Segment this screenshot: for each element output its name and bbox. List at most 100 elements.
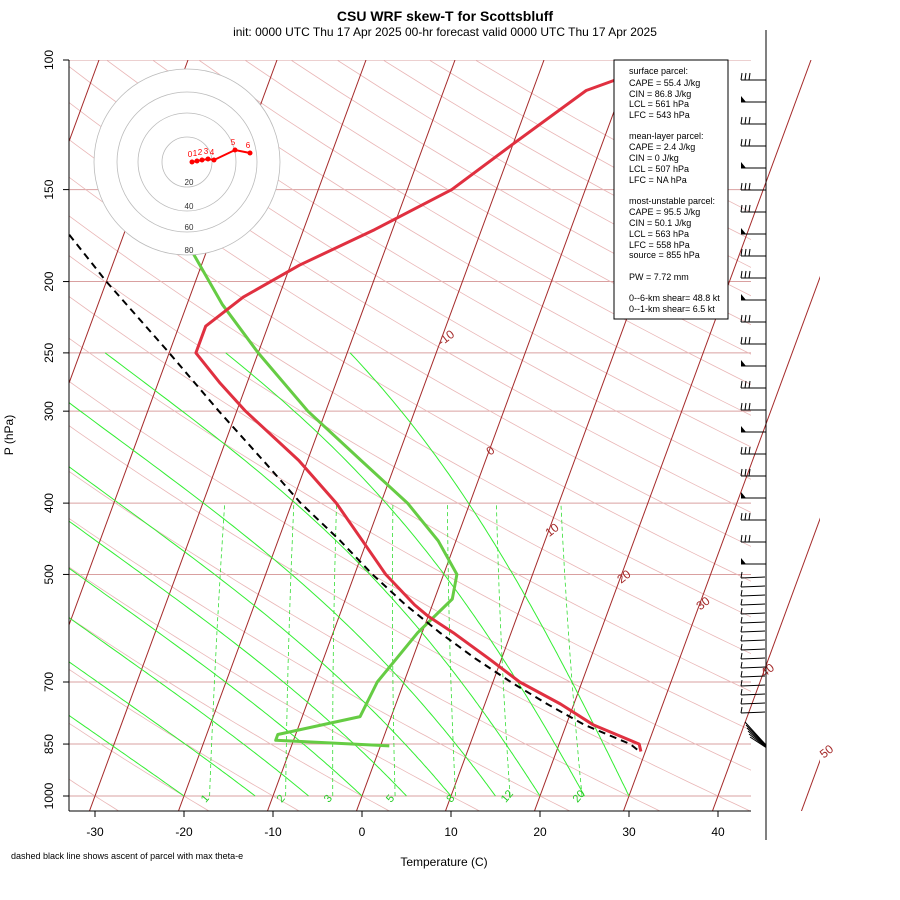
wind-barb (740, 248, 766, 257)
wind-barb (740, 534, 766, 543)
hodograph-point-label: 0 (188, 150, 193, 159)
isotherm-label: -10 (435, 327, 458, 349)
y-tick-label: 200 (42, 271, 56, 291)
isotherm (533, 60, 812, 811)
chart-title: CSU WRF skew-T for Scottsbluff (337, 8, 554, 24)
moist-adiabat (69, 402, 496, 797)
wind-barb (740, 468, 766, 477)
y-axis-label: P (hPa) (2, 415, 16, 455)
wind-barb (740, 643, 766, 651)
wind-barb (740, 598, 766, 606)
dry-adiabat (69, 722, 210, 811)
hodograph-ring (137, 112, 237, 212)
hodograph-point-label: 1 (193, 149, 198, 158)
hodograph-ring-label: 80 (185, 246, 194, 255)
moist-adiabat (69, 520, 407, 797)
isotherm (177, 60, 456, 811)
wind-barb (740, 625, 766, 633)
wind-barb (741, 492, 766, 499)
hodograph: 20 40 60 80 0 1 2 3 4 5 6 (93, 68, 281, 256)
x-tick-label: 30 (622, 825, 636, 839)
mean-layer-cin: CIN = 0 J/kg (629, 153, 679, 163)
y-ticks: 100 150 200 250 300 400 500 700 850 1000 (42, 50, 69, 809)
moist-adiabat (104, 352, 541, 797)
most-unstable-header: most-unstable parcel: (629, 196, 715, 206)
hodograph-point (232, 147, 238, 153)
surface-parcel-header: surface parcel: (629, 66, 688, 76)
x-tick-label: -30 (86, 825, 104, 839)
dry-adiabat (69, 255, 751, 655)
wind-barb (740, 634, 766, 642)
dry-adiabat (69, 425, 751, 811)
x-axis-label: Temperature (C) (400, 855, 487, 869)
wind-barb (740, 589, 766, 597)
wind-barb (741, 294, 766, 301)
y-tick-label: 250 (42, 343, 56, 363)
wind-barb (740, 512, 766, 521)
moist-adiabat (225, 352, 585, 797)
wind-barb (741, 162, 766, 169)
dry-adiabat (69, 215, 751, 618)
hodograph-ring (93, 68, 281, 256)
shear-0-1km: 0--1-km shear= 6.5 kt (629, 304, 715, 314)
isotherm-label: 30 (693, 594, 712, 613)
moist-adiabat (69, 567, 363, 797)
y-tick-label: 700 (42, 672, 56, 692)
wind-barb-cluster (744, 721, 767, 748)
hodograph-point (194, 158, 200, 164)
dry-adiabat (69, 337, 751, 731)
isotherm (266, 60, 545, 811)
x-tick-label: 40 (711, 825, 725, 839)
isotherm (890, 60, 900, 812)
wind-barb (740, 116, 766, 125)
isotherm-label: 10 (543, 520, 562, 539)
dry-adiabat (69, 66, 751, 480)
wind-barb (740, 72, 766, 81)
hodograph-background (94, 69, 280, 255)
dry-adiabat (106, 60, 751, 448)
y-tick-label: 1000 (42, 782, 56, 809)
mixing-ratio-line (209, 503, 226, 797)
moist-adiabat (69, 617, 309, 797)
isotherm (622, 275, 820, 811)
wind-barb (741, 360, 766, 367)
isotherm (711, 517, 820, 811)
wind-barb (740, 607, 766, 615)
wind-barb (741, 228, 766, 235)
hodograph-point (247, 150, 253, 156)
hodograph-ring-label: 60 (185, 223, 194, 232)
hodograph-point-label: 2 (198, 148, 203, 157)
wind-barb (740, 571, 766, 579)
wind-barb (740, 402, 766, 411)
wind-barb (740, 380, 766, 389)
most-unstable-cape: CAPE = 95.5 J/kg (629, 207, 700, 217)
x-ticks: -30 -20 -10 0 10 20 30 40 (86, 811, 725, 839)
wind-barb (740, 270, 766, 279)
y-tick-label: 400 (42, 493, 56, 513)
wind-barb (740, 688, 766, 696)
isotherm (355, 60, 634, 811)
most-unstable-source: source = 855 hPa (629, 250, 700, 260)
wind-barb (741, 558, 766, 565)
hodograph-point (211, 157, 217, 163)
moist-adiabats (69, 352, 630, 797)
mean-layer-header: mean-layer parcel: (629, 131, 704, 141)
isotherm-label: 0 (483, 443, 497, 458)
wind-barbs (740, 72, 767, 748)
hodograph-ring-label: 20 (185, 178, 194, 187)
mixing-ratio-lines (209, 503, 583, 797)
y-tick-label: 150 (42, 179, 56, 199)
wind-barb (740, 661, 766, 669)
mixing-ratio-line (392, 503, 396, 797)
dewpoint-line (188, 247, 459, 748)
x-tick-label: 0 (359, 825, 366, 839)
hodograph-ring-label: 40 (185, 202, 194, 211)
dry-adiabat (69, 470, 661, 811)
precipitable-water: PW = 7.72 mm (629, 272, 689, 282)
isotherm (800, 759, 820, 811)
mixing-ratio-label: 12 (499, 788, 516, 805)
moist-adiabat (69, 661, 256, 797)
dry-adiabat (69, 101, 751, 513)
surface-cape: CAPE = 55.4 J/kg (629, 78, 700, 88)
